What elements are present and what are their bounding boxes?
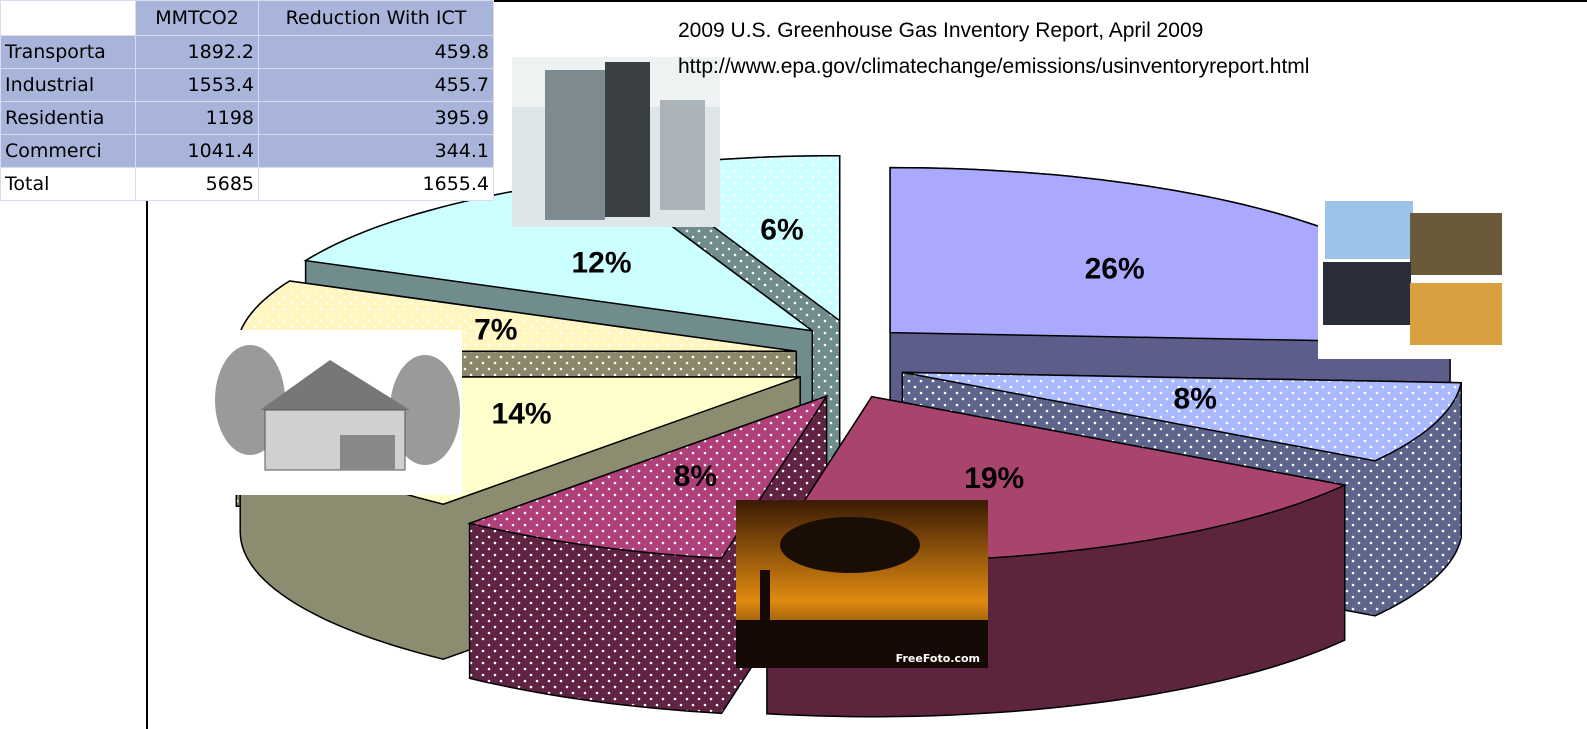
table-cell: 344.1	[258, 134, 494, 168]
table-corner	[0, 0, 136, 36]
photo-tower	[545, 70, 605, 220]
photo-garage	[340, 435, 395, 470]
photo-house	[214, 330, 462, 495]
data-label: 26%	[1085, 252, 1145, 285]
table-header: MMTCO2 Reduction With ICT	[0, 0, 494, 36]
table-header-cell: Reduction With ICT	[258, 0, 494, 36]
data-label: 19%	[964, 462, 1024, 495]
table-row: Total 5685 1655.4	[0, 167, 494, 201]
data-label: 6%	[760, 213, 803, 246]
table-cell: 1041.4	[135, 134, 259, 168]
photo-smoke	[780, 517, 920, 573]
table-cell: 455.7	[258, 68, 494, 102]
photo-building	[512, 57, 720, 227]
table-cell: 459.8	[258, 35, 494, 69]
photo-tree	[390, 355, 460, 465]
table-cell: 395.9	[258, 101, 494, 135]
data-label: 8%	[674, 460, 717, 493]
photo-tower	[605, 62, 650, 217]
source-title: 2009 U.S. Greenhouse Gas Inventory Repor…	[678, 19, 1203, 42]
pie-slice	[902, 371, 1463, 462]
photo-ground	[736, 620, 988, 668]
data-label: 8%	[1174, 382, 1217, 415]
table-row: Transporta 1892.2 459.8	[0, 35, 494, 69]
row-label: Industrial	[0, 68, 136, 102]
row-label: Commerci	[0, 134, 136, 168]
photo-stack	[760, 570, 770, 630]
image-credit: FreeFoto.com	[896, 652, 980, 665]
photo-roof	[260, 360, 410, 410]
table-cell: 1198	[135, 101, 259, 135]
source-url: http://www.epa.gov/climatechange/emissio…	[678, 55, 1309, 78]
table-header-cell: MMTCO2	[135, 0, 259, 36]
photo-truck	[1323, 262, 1411, 325]
row-label: Transporta	[0, 35, 136, 69]
table-row: Residentia 1198 395.9	[0, 101, 494, 135]
photo-train	[1410, 213, 1502, 275]
photo-plane	[1325, 201, 1413, 259]
pie-labels: 26% 8% 19% 8% 14% 7% 12% 6%	[474, 213, 1217, 494]
photo-tower	[660, 100, 705, 210]
table-cell: 1553.4	[135, 68, 259, 102]
table-cell: 1655.4	[258, 167, 494, 201]
data-table: MMTCO2 Reduction With ICT Transporta 1892…	[0, 0, 494, 201]
photo-ship	[1410, 283, 1502, 345]
row-label: Total	[0, 167, 136, 201]
table-cell: 5685	[135, 167, 259, 201]
data-label: 7%	[474, 313, 517, 346]
data-label: 14%	[492, 398, 552, 431]
table-cell: 1892.2	[135, 35, 259, 69]
data-label: 12%	[571, 247, 631, 280]
photo-transport	[1318, 196, 1511, 359]
table-row: Commerci 1041.4 344.1	[0, 134, 494, 168]
table-row: Industrial 1553.4 455.7	[0, 68, 494, 102]
photo-smokestack: FreeFoto.com	[736, 500, 988, 668]
row-label: Residentia	[0, 101, 136, 135]
